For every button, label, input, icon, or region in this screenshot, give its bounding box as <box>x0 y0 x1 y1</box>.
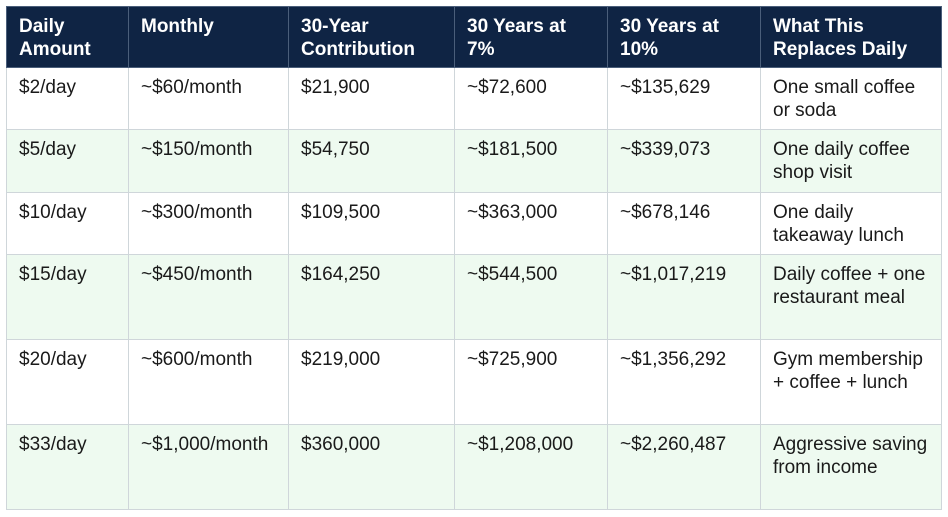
table-row: $20/day ~$600/month $219,000 ~$725,900 ~… <box>6 339 942 425</box>
table-row: $15/day ~$450/month $164,250 ~$544,500 ~… <box>6 254 942 340</box>
cell-daily-amount: $2/day <box>6 67 129 130</box>
cell-at-7-percent: ~$725,900 <box>454 339 608 425</box>
cell-contribution: $164,250 <box>288 254 455 340</box>
cell-at-7-percent: ~$72,600 <box>454 67 608 130</box>
cell-monthly: ~$1,000/month <box>128 424 289 510</box>
table-row: $2/day ~$60/month $21,900 ~$72,600 ~$135… <box>6 67 942 130</box>
header-what-this-replaces: What This Replaces Daily <box>760 6 942 68</box>
cell-contribution: $21,900 <box>288 67 455 130</box>
table-body: $2/day ~$60/month $21,900 ~$72,600 ~$135… <box>6 67 942 510</box>
cell-replaces: One small coffee or soda <box>760 67 942 130</box>
cell-contribution: $219,000 <box>288 339 455 425</box>
cell-at-7-percent: ~$544,500 <box>454 254 608 340</box>
cell-replaces: One daily coffee shop visit <box>760 129 942 193</box>
table-row: $5/day ~$150/month $54,750 ~$181,500 ~$3… <box>6 129 942 193</box>
cell-at-10-percent: ~$1,017,219 <box>607 254 761 340</box>
cell-at-7-percent: ~$363,000 <box>454 192 608 255</box>
header-30-year-contribution: 30-Year Contribution <box>288 6 455 68</box>
header-monthly: Monthly <box>128 6 289 68</box>
cell-at-10-percent: ~$678,146 <box>607 192 761 255</box>
cell-monthly: ~$150/month <box>128 129 289 193</box>
savings-growth-table: Daily Amount Monthly 30-Year Contributio… <box>6 6 942 510</box>
table-header: Daily Amount Monthly 30-Year Contributio… <box>6 6 942 68</box>
cell-replaces: One daily takeaway lunch <box>760 192 942 255</box>
cell-replaces: Gym membership + coffee + lunch <box>760 339 942 425</box>
cell-monthly: ~$60/month <box>128 67 289 130</box>
cell-at-10-percent: ~$2,260,487 <box>607 424 761 510</box>
cell-monthly: ~$450/month <box>128 254 289 340</box>
cell-contribution: $109,500 <box>288 192 455 255</box>
header-30-years-at-7-percent: 30 Years at 7% <box>454 6 608 68</box>
cell-monthly: ~$600/month <box>128 339 289 425</box>
cell-at-10-percent: ~$1,356,292 <box>607 339 761 425</box>
cell-daily-amount: $15/day <box>6 254 129 340</box>
cell-at-10-percent: ~$135,629 <box>607 67 761 130</box>
cell-at-7-percent: ~$181,500 <box>454 129 608 193</box>
header-row: Daily Amount Monthly 30-Year Contributio… <box>6 6 942 68</box>
cell-contribution: $54,750 <box>288 129 455 193</box>
cell-at-7-percent: ~$1,208,000 <box>454 424 608 510</box>
cell-replaces: Daily coffee + one restaurant meal <box>760 254 942 340</box>
cell-daily-amount: $5/day <box>6 129 129 193</box>
cell-daily-amount: $10/day <box>6 192 129 255</box>
savings-table-container: Daily Amount Monthly 30-Year Contributio… <box>6 6 942 510</box>
cell-at-10-percent: ~$339,073 <box>607 129 761 193</box>
table-row: $33/day ~$1,000/month $360,000 ~$1,208,0… <box>6 424 942 510</box>
header-daily-amount: Daily Amount <box>6 6 129 68</box>
header-30-years-at-10-percent: 30 Years at 10% <box>607 6 761 68</box>
cell-monthly: ~$300/month <box>128 192 289 255</box>
cell-daily-amount: $33/day <box>6 424 129 510</box>
table-row: $10/day ~$300/month $109,500 ~$363,000 ~… <box>6 192 942 255</box>
cell-contribution: $360,000 <box>288 424 455 510</box>
cell-daily-amount: $20/day <box>6 339 129 425</box>
cell-replaces: Aggressive saving from income <box>760 424 942 510</box>
